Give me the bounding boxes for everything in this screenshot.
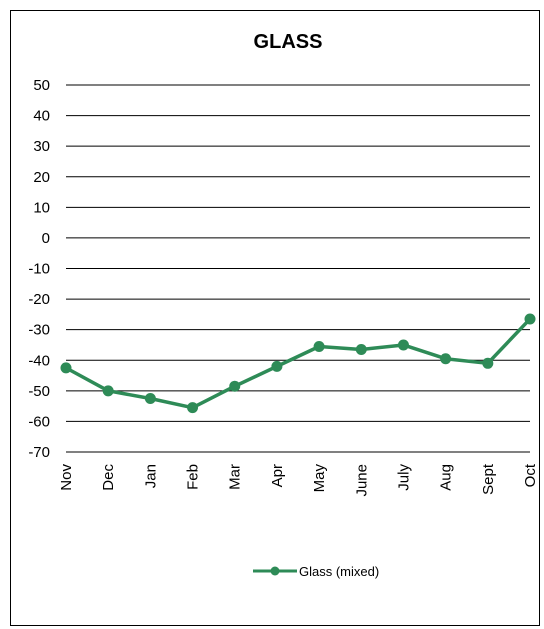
chart-frame [10,10,540,626]
legend: Glass (mixed) [253,564,379,579]
x-tick-label: Aug [438,464,455,491]
x-tick-label: Dec [100,464,117,491]
x-axis-ticks: Nov Dec Jan Feb Mar Apr May June July Aug Sept Oct [58,463,539,496]
x-tick-label: Mar [227,464,244,490]
legend-label: Glass (mixed) [299,564,379,579]
x-tick-label: June [353,464,370,497]
data-point [144,392,156,404]
x-tick-label: May [311,464,328,493]
y-axis-ticks: 50 40 30 20 10 0 -10 -20 -30 -40 -50 -60 -70 [28,77,50,461]
y-tick-label: 10 [33,199,50,216]
y-tick-label: -40 [28,352,50,369]
y-tick-label: -30 [28,322,50,339]
y-tick-label: -60 [28,413,50,430]
y-tick-label: 40 [33,108,50,125]
y-tick-label: 30 [33,138,50,155]
chart-title: GLASS [254,31,323,53]
x-tick-label: Jan [142,464,159,488]
data-point [60,362,72,374]
data-point [187,402,199,414]
x-tick-label: Feb [185,464,202,490]
legend-marker [270,566,280,576]
y-tick-label: -70 [28,444,50,461]
data-point [271,360,283,372]
data-point [397,339,409,351]
x-tick-label: Apr [269,464,286,487]
y-tick-label: -10 [28,261,50,278]
y-tick-label: 50 [33,77,50,94]
x-tick-label: Sept [480,463,497,495]
series-glass-mixed [60,313,536,414]
y-tick-label: 20 [33,169,50,186]
data-point [524,313,536,325]
grid-lines [66,84,530,453]
y-tick-label: 0 [42,230,50,247]
x-tick-label: Oct [522,463,539,487]
x-tick-label: July [395,464,412,491]
series-line [65,317,532,410]
data-point [102,385,114,397]
x-tick-label: Nov [58,464,75,491]
data-point [440,353,452,365]
data-point [229,380,241,392]
data-point [355,344,367,356]
y-tick-label: -20 [28,291,50,308]
data-point [313,340,325,352]
data-point [482,357,494,369]
y-tick-label: -50 [28,383,50,400]
